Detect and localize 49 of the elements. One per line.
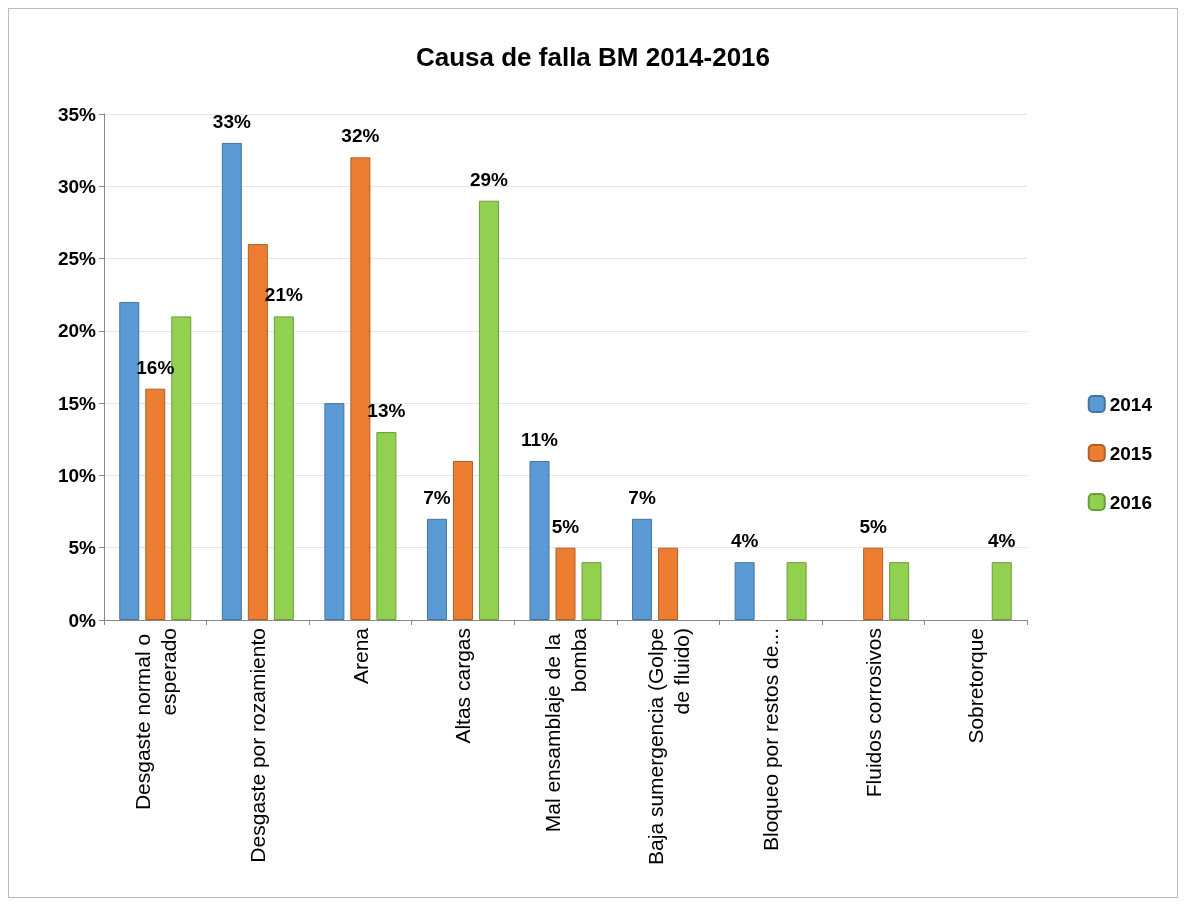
- legend-label: 2014: [1109, 393, 1153, 415]
- data-label: 7%: [423, 486, 451, 508]
- y-tick-label: 0%: [68, 609, 97, 631]
- bar: [529, 460, 550, 620]
- y-tick-label: 20%: [57, 320, 97, 342]
- y-tick-label: 15%: [57, 392, 97, 414]
- bar: [734, 562, 755, 620]
- data-label: 32%: [341, 125, 380, 147]
- bar: [658, 547, 679, 620]
- bar: [581, 562, 602, 620]
- legend-label: 2015: [1109, 442, 1153, 464]
- legend-label: 2016: [1109, 491, 1153, 513]
- x-tick-label: Arena: [348, 627, 372, 685]
- x-tick-label: Bloqueo por restos de...: [759, 628, 783, 851]
- bar: [632, 518, 653, 620]
- chart-title: Causa de falla BM 2014-2016: [415, 42, 771, 72]
- x-tick-label: Desgaste normal o esperado: [130, 628, 180, 811]
- bar: [478, 200, 499, 620]
- data-label: 4%: [730, 530, 759, 552]
- y-tick-label: 10%: [57, 464, 97, 486]
- bar: [991, 562, 1012, 620]
- data-label: 29%: [469, 168, 509, 190]
- y-tick-label: 25%: [57, 248, 97, 270]
- bar: [145, 388, 166, 620]
- bar: [889, 562, 910, 620]
- data-label: 33%: [212, 110, 251, 132]
- y-tick-label: 30%: [57, 175, 97, 197]
- bar: [863, 547, 884, 620]
- y-tick-label: 5%: [68, 537, 97, 559]
- data-label: 7%: [628, 486, 656, 508]
- data-label: 11%: [521, 428, 559, 450]
- x-tick-label: Fluidos corrosivos: [861, 628, 885, 798]
- bar: [376, 432, 397, 620]
- bar: [452, 460, 473, 620]
- bar: [555, 547, 576, 620]
- data-label: 4%: [987, 530, 1016, 552]
- bar: [273, 316, 294, 620]
- bar: [324, 403, 345, 620]
- data-label: 5%: [551, 515, 580, 537]
- bar: [786, 562, 807, 620]
- x-tick-label: Sobretorque: [964, 628, 988, 744]
- x-tick-label: Desgaste por rozamiento: [246, 628, 270, 863]
- x-tick-label: Mal ensamblaje de la bomba: [541, 627, 590, 833]
- bar: [221, 142, 242, 620]
- x-tick-label: Baja sumergencia (Golpe de fluido): [643, 628, 693, 865]
- y-tick-label: 35%: [57, 103, 97, 125]
- data-label: 5%: [859, 515, 887, 537]
- x-tick-label: Altas cargas: [451, 628, 475, 744]
- bar: [426, 518, 447, 620]
